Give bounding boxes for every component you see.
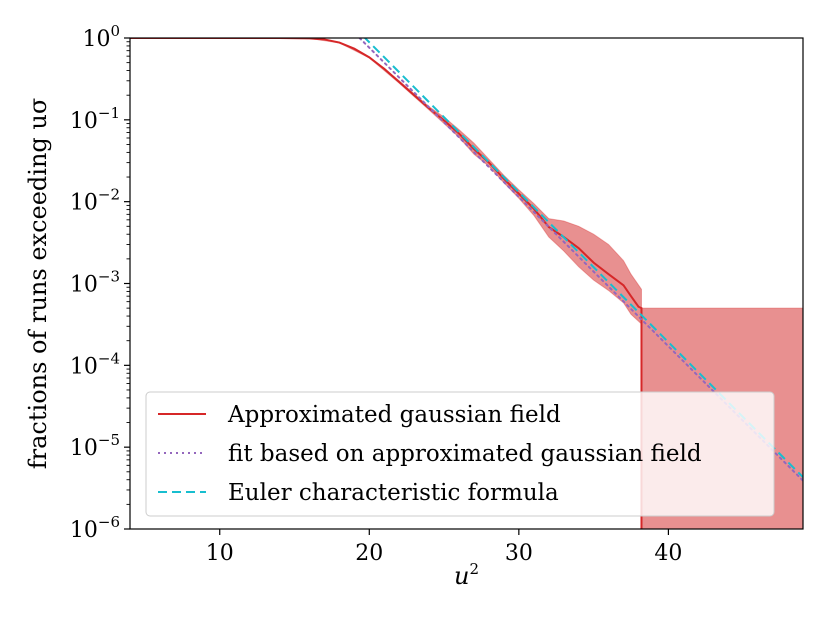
y-tick-label: 10−5 — [70, 431, 120, 461]
x-axis-label: u2 — [454, 560, 479, 590]
legend-label-3: Euler characteristic formula — [228, 480, 559, 506]
y-tick-label: 10−4 — [70, 349, 120, 379]
y-axis-ticks: 100 10−1 10−2 10−3 10−4 10−5 10−6 — [70, 22, 130, 543]
y-axis-label: fractions of runs exceeding uσ — [24, 98, 52, 469]
y-tick-label: 10−2 — [70, 186, 120, 216]
y-tick-label: 100 — [82, 22, 120, 52]
x-tick-label: 10 — [206, 541, 234, 566]
legend: Approximated gaussian field fit based on … — [145, 391, 775, 517]
y-tick-label: 10−1 — [70, 104, 120, 134]
y-tick-label: 10−6 — [70, 513, 120, 543]
x-tick-label: 20 — [355, 541, 383, 566]
legend-label-1: Approximated gaussian field — [227, 402, 561, 428]
x-tick-label: 40 — [654, 541, 682, 566]
y-tick-label: 10−3 — [70, 268, 120, 298]
x-axis-ticks: 10 20 30 40 — [206, 529, 682, 566]
legend-label-2: fit based on approximated gaussian field — [228, 441, 702, 467]
x-tick-label: 30 — [505, 541, 533, 566]
legend-box — [145, 391, 775, 517]
